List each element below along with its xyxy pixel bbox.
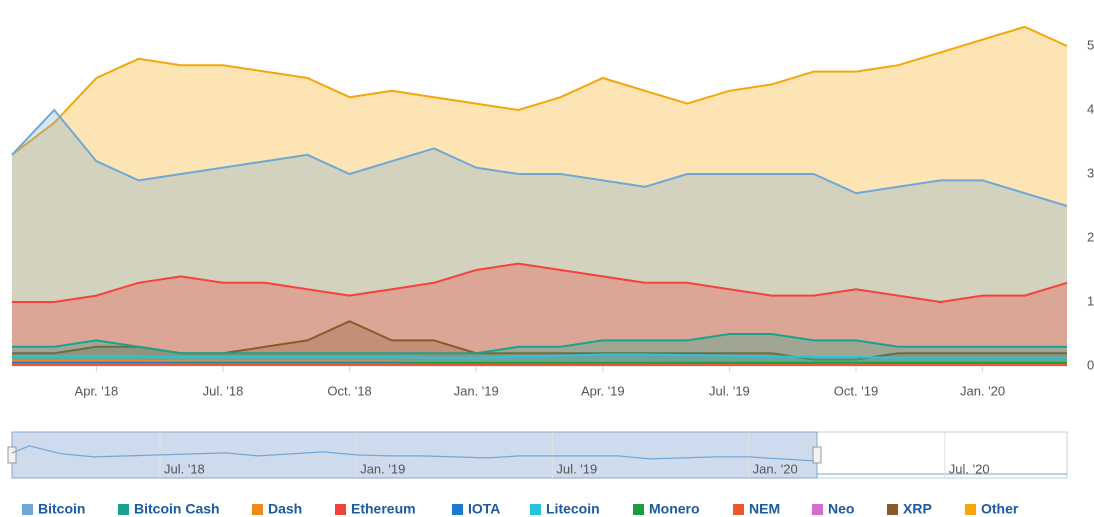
navigator-tick-label: Jul. '19	[556, 461, 597, 476]
series-area	[12, 321, 1067, 366]
legend-label[interactable]: Neo	[828, 501, 854, 517]
y-tick-label: 20	[1087, 229, 1094, 244]
series-line	[12, 353, 1067, 359]
x-tick-label: Jan. '20	[960, 383, 1005, 398]
series-area	[12, 26, 1067, 367]
y-tick-label: 30	[1087, 165, 1094, 180]
navigator-handle[interactable]	[7, 446, 17, 464]
series-line	[12, 262, 1068, 304]
x-tick-label: Jan. '19	[454, 383, 499, 398]
legend-label[interactable]: Bitcoin Cash	[134, 501, 220, 517]
navigator-handle[interactable]	[812, 446, 822, 464]
navigator-tick-label: Jul. '20	[949, 461, 990, 476]
legend-swatch	[812, 504, 823, 515]
legend-swatch	[252, 504, 263, 515]
legend-label[interactable]: Other	[981, 501, 1019, 517]
x-tick-label: Oct. '18	[327, 383, 371, 398]
x-tick-label: Oct. '19	[834, 383, 878, 398]
plot-area	[11, 25, 1068, 367]
navigator-tick-label: Jul. '18	[164, 461, 205, 476]
navigator-line	[11, 445, 815, 462]
navigator-tick-label: Jan. '19	[360, 461, 405, 476]
y-tick-label: 40	[1087, 101, 1094, 116]
legend-label[interactable]: Monero	[649, 501, 700, 517]
legend-label[interactable]: Bitcoin	[38, 501, 85, 517]
legend-swatch	[22, 504, 33, 515]
legend-swatch	[530, 504, 541, 515]
x-tick-label: Apr. '19	[581, 383, 625, 398]
legend-swatch	[335, 504, 346, 515]
legend-swatch	[887, 504, 898, 515]
legend-label[interactable]: Litecoin	[546, 501, 600, 517]
x-tick-label: Jul. '18	[203, 383, 244, 398]
series-line	[12, 363, 1067, 366]
legend-swatch	[733, 504, 744, 515]
y-tick-label: 50	[1087, 37, 1094, 52]
series-area	[12, 263, 1067, 366]
legend-swatch	[118, 504, 129, 515]
legend-swatch	[452, 504, 463, 515]
legend-swatch	[965, 504, 976, 515]
legend-label[interactable]: Dash	[268, 501, 302, 517]
x-tick-label: Apr. '18	[75, 383, 119, 398]
navigator-tick-label: Jan. '20	[753, 461, 798, 476]
legend-swatch	[633, 504, 644, 515]
legend-label[interactable]: IOTA	[468, 501, 500, 517]
x-tick-label: Jul. '19	[709, 383, 750, 398]
series-line	[11, 108, 1068, 207]
series-line	[11, 25, 1068, 156]
series-line	[12, 333, 1067, 355]
legend-label[interactable]: Ethereum	[351, 501, 416, 517]
legend-label[interactable]: XRP	[903, 501, 932, 517]
legend-label[interactable]: NEM	[749, 501, 780, 517]
y-tick-label: 10	[1087, 293, 1094, 308]
y-tick-label: 0	[1087, 357, 1094, 372]
navigator-selection[interactable]	[11, 431, 818, 479]
